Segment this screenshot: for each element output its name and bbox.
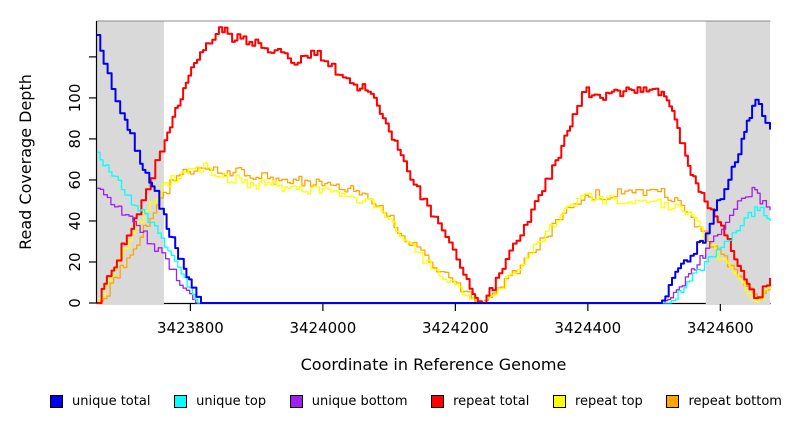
legend-swatch-unique-total — [50, 395, 63, 408]
legend-item-repeat-total: repeat total — [431, 394, 529, 409]
series-repeat-total — [97, 26, 771, 304]
x-tick-label: 3424000 — [289, 319, 356, 337]
y-axis-title: Read Coverage Depth — [16, 74, 35, 250]
legend-swatch-repeat-total — [431, 395, 445, 408]
y-tick-label: 80 — [66, 129, 84, 148]
series-repeat-bottom — [97, 166, 771, 304]
series-repeat-top — [97, 162, 771, 304]
legend-item-repeat-bottom: repeat bottom — [666, 394, 782, 409]
legend: unique total unique top unique bottom repea… — [0, 394, 792, 409]
x-tick-label: 3423800 — [157, 319, 224, 337]
legend-item-unique-total: unique total — [50, 394, 150, 409]
legend-label-repeat-top: repeat top — [575, 394, 643, 409]
legend-swatch-repeat-bottom — [666, 395, 680, 408]
legend-swatch-repeat-top — [553, 395, 566, 408]
legend-item-repeat-top: repeat top — [553, 394, 643, 409]
x-tick-label: 3424400 — [554, 319, 621, 337]
y-tick-label: 20 — [66, 252, 84, 271]
legend-label-unique-total: unique total — [72, 394, 151, 409]
y-tick-label: 40 — [66, 211, 84, 230]
series-unique-top — [97, 151, 771, 304]
legend-item-unique-top: unique top — [174, 394, 266, 409]
series-unique-total — [97, 34, 771, 304]
legend-label-unique-bottom: unique bottom — [311, 394, 408, 409]
y-tick-label: 0 — [66, 298, 84, 308]
plot-area: 3423800 3424000 3424200 3424400 3424600 0 20 40… — [66, 20, 771, 337]
legend-swatch-unique-bottom — [289, 395, 303, 408]
legend-item-unique-bottom: unique bottom — [289, 394, 408, 409]
y-tick-label: 100 — [66, 84, 84, 113]
legend-label-repeat-total: repeat total — [453, 394, 530, 409]
x-axis-title: Coordinate in Reference Genome — [300, 355, 567, 374]
x-tick-label: 3424600 — [687, 319, 754, 337]
legend-swatch-unique-top — [174, 395, 188, 408]
legend-label-unique-top: unique top — [196, 394, 267, 409]
x-tick-label: 3424200 — [422, 319, 489, 337]
y-tick-label: 60 — [66, 170, 84, 189]
legend-label-repeat-bottom: repeat bottom — [688, 394, 782, 409]
